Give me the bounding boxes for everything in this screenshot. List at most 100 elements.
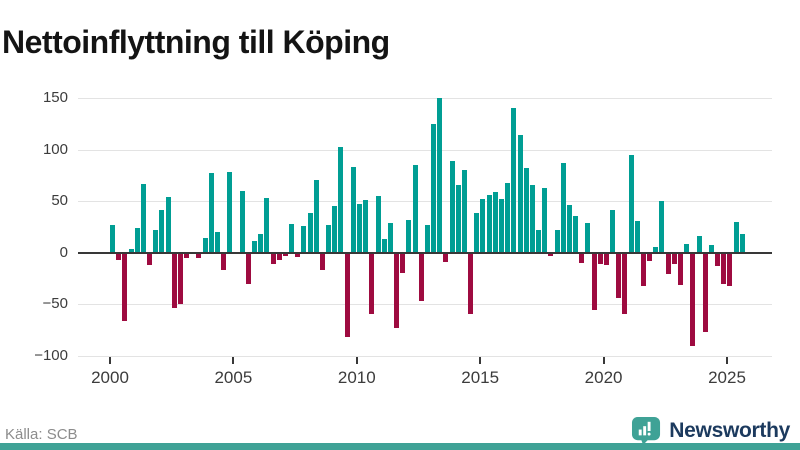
bar bbox=[511, 108, 517, 253]
bar bbox=[153, 230, 159, 253]
bar bbox=[678, 252, 683, 285]
bar bbox=[715, 252, 720, 267]
bar bbox=[702, 252, 708, 333]
bar bbox=[684, 243, 690, 253]
bar bbox=[221, 252, 227, 271]
bar bbox=[566, 205, 572, 253]
bar bbox=[529, 184, 535, 253]
x-axis-tick-mark bbox=[479, 357, 482, 364]
bar bbox=[319, 252, 325, 271]
bar bbox=[659, 201, 665, 253]
bar bbox=[690, 252, 696, 346]
bar bbox=[696, 236, 702, 253]
x-axis-tick-mark bbox=[726, 357, 728, 364]
y-axis-tick-label: −50 bbox=[42, 295, 68, 313]
bar bbox=[431, 123, 436, 253]
bar bbox=[363, 200, 369, 253]
bar bbox=[536, 230, 541, 253]
bar bbox=[647, 252, 653, 262]
bar bbox=[140, 183, 146, 253]
bar bbox=[264, 198, 270, 253]
bar bbox=[721, 252, 727, 284]
bar bbox=[634, 220, 640, 253]
zero-line bbox=[78, 251, 772, 254]
x-axis-tick-label: 2020 bbox=[584, 368, 623, 387]
x-axis-tick-mark bbox=[109, 357, 111, 364]
bar bbox=[486, 195, 492, 253]
bar bbox=[147, 252, 152, 266]
bar bbox=[708, 244, 714, 253]
bar bbox=[258, 234, 264, 253]
bar bbox=[196, 252, 202, 258]
bar bbox=[338, 146, 344, 253]
x-axis-tick-mark bbox=[232, 357, 235, 364]
y-axis-tick-label: 50 bbox=[51, 192, 68, 210]
bar bbox=[492, 191, 498, 253]
bar bbox=[116, 252, 122, 260]
bar bbox=[252, 241, 257, 253]
bar bbox=[270, 252, 276, 265]
bar bbox=[665, 252, 671, 275]
bar bbox=[307, 212, 313, 253]
bar bbox=[517, 135, 523, 253]
bar bbox=[245, 252, 251, 284]
x-axis-tick-label: 2000 bbox=[91, 368, 129, 387]
bar bbox=[356, 204, 362, 253]
bar bbox=[585, 222, 591, 253]
bar bbox=[282, 252, 288, 256]
x-axis-tick-label: 2010 bbox=[337, 368, 376, 387]
bar bbox=[739, 234, 745, 253]
x-axis-tick-label: 2005 bbox=[214, 368, 253, 387]
bar bbox=[134, 228, 140, 253]
bar bbox=[165, 197, 171, 253]
bar bbox=[505, 182, 511, 253]
bar bbox=[418, 252, 424, 302]
bar bbox=[603, 252, 609, 266]
bar bbox=[653, 246, 659, 253]
bar bbox=[110, 224, 115, 253]
bar bbox=[560, 163, 566, 253]
bar bbox=[313, 179, 319, 253]
bar bbox=[289, 223, 294, 253]
bar bbox=[579, 252, 585, 264]
bar bbox=[597, 252, 603, 265]
bar bbox=[276, 252, 282, 260]
bar bbox=[227, 172, 233, 253]
bar bbox=[214, 232, 220, 253]
x-axis-tick-mark bbox=[355, 357, 358, 364]
newsworthy-logo: Newsworthy bbox=[631, 416, 790, 446]
bar bbox=[184, 252, 190, 258]
x-axis-tick-mark bbox=[602, 357, 605, 364]
gridline bbox=[78, 201, 772, 203]
bar bbox=[406, 219, 412, 253]
bar bbox=[412, 165, 418, 253]
bar bbox=[437, 98, 443, 253]
bar bbox=[400, 252, 406, 274]
bar bbox=[461, 170, 467, 253]
bar bbox=[128, 248, 134, 253]
bar bbox=[381, 239, 387, 253]
bar bbox=[350, 167, 356, 253]
gridline bbox=[78, 304, 772, 306]
bar bbox=[369, 252, 375, 314]
bar bbox=[202, 238, 208, 253]
bar bbox=[480, 199, 486, 253]
y-axis-tick-label: −100 bbox=[34, 347, 68, 364]
bar bbox=[548, 252, 554, 256]
bar bbox=[159, 209, 165, 253]
bar bbox=[498, 199, 504, 253]
bar bbox=[554, 230, 560, 253]
bar bbox=[640, 252, 646, 286]
bar bbox=[733, 221, 739, 253]
y-axis-tick-label: 0 bbox=[59, 243, 68, 261]
bar bbox=[295, 252, 301, 257]
newsworthy-logo-icon bbox=[631, 416, 662, 446]
bar bbox=[239, 190, 245, 253]
bar bbox=[449, 161, 455, 253]
x-axis-tick-label: 2015 bbox=[461, 368, 500, 387]
gridline bbox=[78, 149, 772, 151]
y-axis-tick-label: 100 bbox=[42, 140, 68, 158]
bar bbox=[375, 196, 381, 253]
